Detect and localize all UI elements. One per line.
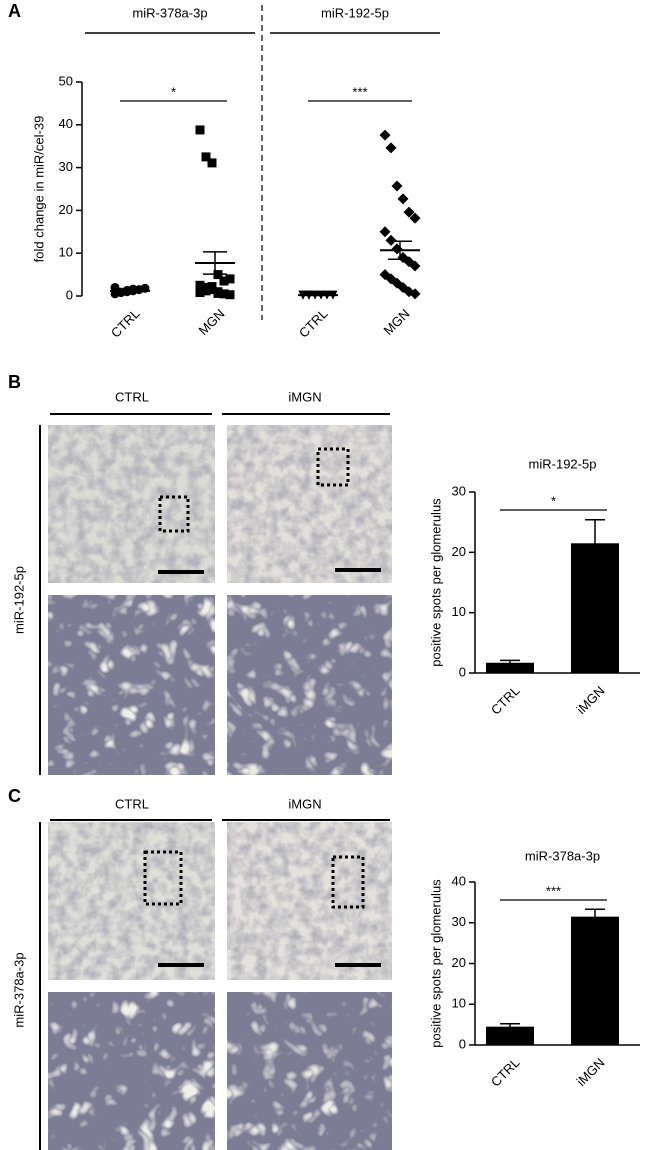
column-header: iMGN — [288, 389, 321, 404]
y-tick-label: 30 — [452, 483, 466, 498]
micrograph-texture — [48, 425, 215, 583]
row-label: miR-378a-3p — [11, 952, 26, 1027]
point — [195, 288, 205, 298]
micrographs — [48, 425, 392, 775]
y-tick-label: 20 — [452, 544, 466, 559]
x-tick-label: iMGN — [573, 1055, 607, 1089]
x-tick-label: MGN — [195, 306, 227, 338]
point — [207, 282, 217, 292]
column-header: iMGN — [288, 796, 321, 811]
point — [385, 234, 397, 246]
panel-label: C — [8, 786, 21, 806]
micrograph-texture — [48, 595, 215, 775]
row-label: miR-192-5p — [11, 566, 26, 634]
y-axis-label: positive spots per glomerulus — [428, 879, 443, 1048]
chart-title: miR-378a-3p — [525, 848, 600, 863]
y-tick-label: 10 — [59, 245, 73, 260]
point — [391, 180, 403, 192]
point — [409, 212, 421, 224]
bar — [571, 916, 619, 1045]
significance-label: *** — [352, 84, 367, 99]
significance-label: *** — [546, 883, 561, 898]
x-tick-label: CTRL — [108, 306, 143, 341]
point — [207, 158, 217, 168]
point — [201, 152, 211, 162]
y-tick-label: 0 — [459, 664, 466, 679]
x-tick-label: CTRL — [296, 306, 331, 341]
point — [195, 280, 205, 290]
point — [403, 206, 415, 218]
bar — [486, 1026, 534, 1045]
panel-label: A — [8, 1, 21, 21]
point — [391, 243, 403, 255]
y-tick-label: 40 — [452, 873, 466, 888]
column-header: CTRL — [115, 389, 149, 404]
y-axis-label: fold change in miR/cel-39 — [31, 116, 46, 263]
zoom-box — [158, 495, 190, 533]
point — [219, 289, 229, 299]
zoom-box — [143, 850, 183, 906]
y-tick-label: 0 — [66, 287, 73, 302]
micrograph-texture — [227, 992, 392, 1150]
micrograph-texture — [227, 425, 392, 583]
y-tick-label: 30 — [452, 914, 466, 929]
point — [379, 226, 391, 238]
point — [385, 142, 397, 154]
y-axis-label: positive spots per glomerulus — [428, 498, 443, 667]
bar — [486, 662, 534, 673]
micrograph-texture — [227, 822, 392, 980]
point — [225, 290, 235, 300]
y-tick-label: 30 — [59, 159, 73, 174]
group-header: miR-192-5p — [321, 5, 389, 20]
zoom-box — [316, 447, 350, 487]
y-tick-label: 10 — [452, 996, 466, 1011]
y-tick-label: 50 — [59, 73, 73, 88]
significance-label: * — [551, 493, 556, 508]
micrograph-texture — [48, 822, 215, 980]
bar — [571, 543, 619, 673]
group-header: miR-378a-3p — [132, 5, 207, 20]
chart-title: miR-192-5p — [529, 456, 597, 471]
point — [219, 276, 229, 286]
point — [397, 193, 409, 205]
micrographs — [48, 822, 392, 1150]
x-tick-label: iMGN — [573, 683, 607, 717]
column-header: CTRL — [115, 796, 149, 811]
point — [195, 125, 205, 135]
point — [379, 129, 391, 141]
y-tick-label: 10 — [452, 604, 466, 619]
significance-label: * — [171, 84, 176, 99]
point — [213, 288, 223, 298]
x-tick-label: CTRL — [488, 683, 523, 718]
y-tick-label: 0 — [459, 1036, 466, 1051]
x-tick-label: CTRL — [488, 1055, 523, 1090]
micrograph-texture — [48, 992, 215, 1150]
y-tick-label: 20 — [59, 202, 73, 217]
point — [201, 286, 211, 296]
x-tick-label: MGN — [380, 306, 412, 338]
zoom-box — [331, 855, 365, 909]
point — [225, 274, 235, 284]
y-tick-label: 40 — [59, 116, 73, 131]
point — [409, 260, 421, 272]
y-tick-label: 20 — [452, 955, 466, 970]
panel-label: B — [8, 372, 21, 392]
point — [409, 288, 421, 300]
micrograph-texture — [227, 595, 392, 775]
